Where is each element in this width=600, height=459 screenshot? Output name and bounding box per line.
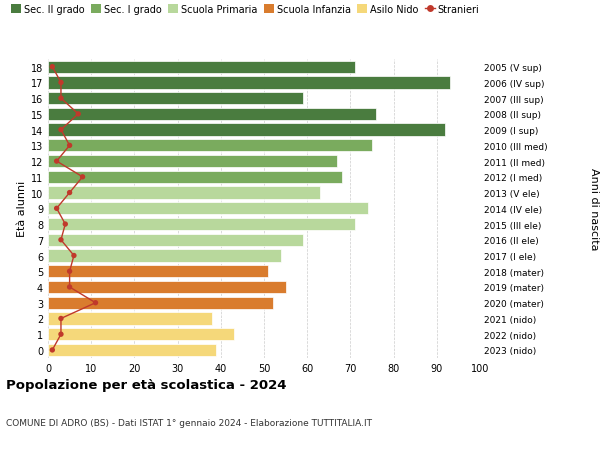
Point (65, 190, 74, 197)
Bar (48, 250, 281, 262)
Bar (48, 93, 303, 105)
Bar (48, 281, 286, 293)
Y-axis label: Età alunni: Età alunni (17, 181, 26, 237)
Point (47, 64, 57, 71)
Point (56, 127, 66, 134)
Legend: Sec. II grado, Sec. I grado, Scuola Primaria, Scuola Infanzia, Asilo Nido, Stran: Sec. II grado, Sec. I grado, Scuola Prim… (11, 5, 479, 15)
Point (52, 158, 61, 165)
Bar (48, 218, 355, 231)
Bar (48, 297, 272, 309)
Point (56, 236, 66, 244)
Point (61, 221, 70, 228)
Point (56, 79, 66, 87)
Point (73, 111, 83, 118)
Bar (48, 328, 234, 341)
Point (56, 315, 66, 322)
Text: COMUNE DI ADRO (BS) - Dati ISTAT 1° gennaio 2024 - Elaborazione TUTTITALIA.IT: COMUNE DI ADRO (BS) - Dati ISTAT 1° genn… (6, 418, 372, 427)
Bar (48, 344, 217, 356)
Bar (48, 108, 376, 121)
Point (65, 142, 74, 150)
Text: Popolazione per età scolastica - 2024: Popolazione per età scolastica - 2024 (6, 379, 287, 392)
Y-axis label: Anni di nascita: Anni di nascita (589, 168, 599, 250)
Bar (48, 62, 355, 73)
Bar (48, 203, 368, 215)
Bar (48, 77, 450, 90)
Bar (48, 313, 212, 325)
Point (65, 268, 74, 275)
Point (65, 284, 74, 291)
Point (56, 331, 66, 338)
Point (52, 205, 61, 213)
Bar (48, 265, 268, 278)
Bar (48, 124, 445, 136)
Bar (48, 156, 337, 168)
Bar (48, 187, 320, 199)
Bar (48, 234, 303, 246)
Point (91, 299, 100, 307)
Point (78, 174, 88, 181)
Point (56, 95, 66, 103)
Bar (48, 171, 342, 184)
Point (69, 252, 79, 260)
Point (47, 347, 57, 354)
Bar (48, 140, 372, 152)
